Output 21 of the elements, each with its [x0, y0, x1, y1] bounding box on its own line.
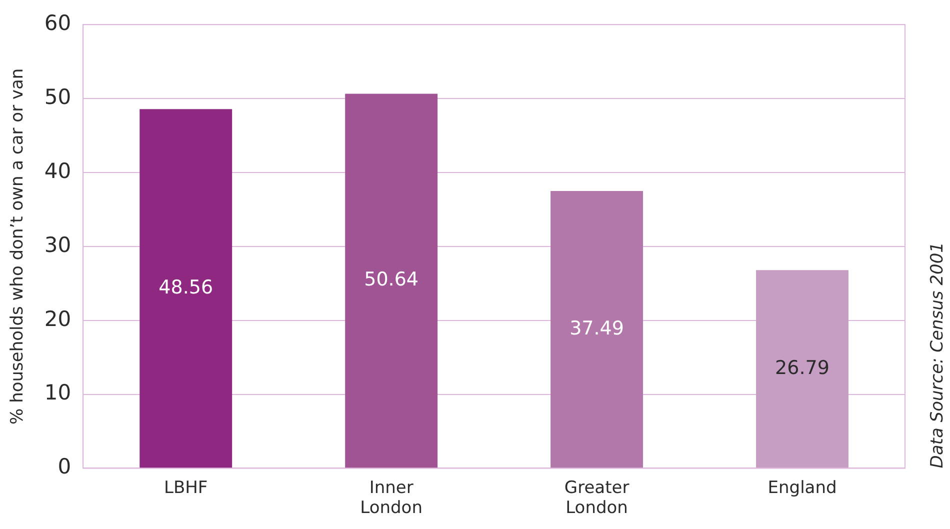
data-label: 37.49 — [570, 317, 624, 340]
data-label: 48.56 — [158, 276, 214, 298]
y-tick-label: 40 — [44, 158, 72, 183]
data-label: 50.64 — [364, 268, 419, 291]
x-tick-label: LBHF — [164, 478, 208, 498]
y-tick-label: 30 — [44, 232, 72, 257]
bar — [345, 94, 438, 468]
x-tick-label: England — [768, 478, 837, 498]
y-tick-label: 50 — [44, 84, 72, 109]
y-tick-label: 0 — [58, 454, 72, 479]
y-tick-label: 10 — [44, 380, 72, 405]
y-axis-title: % households who don’t own a car or van — [8, 68, 28, 424]
data-label: 26.79 — [775, 356, 830, 379]
x-tick-label: Inner London — [360, 478, 422, 518]
bar — [756, 270, 848, 468]
bar — [550, 191, 644, 468]
y-tick-label: 20 — [44, 306, 72, 331]
bar — [140, 109, 232, 468]
source-note: Data Source: Census 2001 — [927, 242, 948, 468]
x-tick-label: Greater London — [564, 478, 630, 518]
y-tick-label: 60 — [44, 11, 72, 36]
